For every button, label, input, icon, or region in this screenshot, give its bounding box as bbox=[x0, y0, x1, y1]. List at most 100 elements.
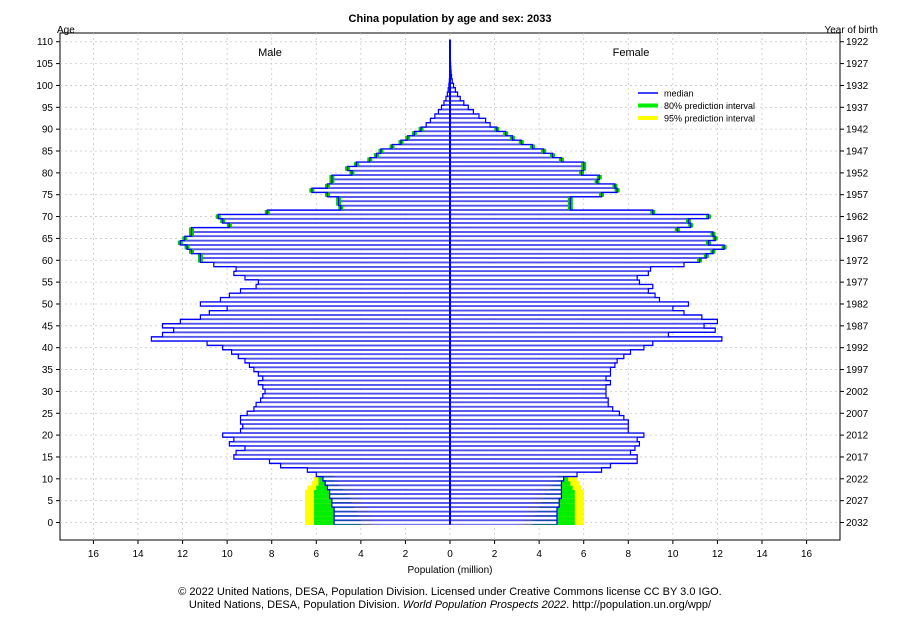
female-bar-86 bbox=[449, 144, 533, 149]
x-tick-label: 16 bbox=[801, 549, 813, 560]
female-bar-23 bbox=[449, 419, 629, 425]
female-bar-24 bbox=[449, 415, 625, 420]
male-bar-10 bbox=[322, 476, 451, 481]
age-tick-label: 110 bbox=[37, 37, 53, 48]
x-tick-label: 8 bbox=[626, 549, 632, 560]
female-bar-51 bbox=[449, 297, 660, 302]
female-bar-73 bbox=[449, 201, 571, 206]
male-bar-75 bbox=[327, 192, 451, 197]
female-bar-16 bbox=[449, 450, 631, 455]
male-bar-60 bbox=[200, 258, 451, 263]
female-bar-36 bbox=[449, 363, 616, 368]
age-tick-label: 75 bbox=[42, 190, 54, 201]
birth-year-label: 2002 bbox=[846, 387, 869, 398]
female-bar-88 bbox=[449, 135, 513, 140]
birth-year-label: 1937 bbox=[846, 103, 869, 114]
female-bar-62 bbox=[449, 249, 714, 254]
female-bar-61 bbox=[449, 253, 707, 258]
female-bar-22 bbox=[449, 424, 629, 429]
male-bar-1 bbox=[333, 516, 451, 521]
x-tick-label: 4 bbox=[358, 549, 364, 560]
male-bar-5 bbox=[331, 498, 451, 503]
male-bar-12 bbox=[307, 468, 451, 473]
male-bar-21 bbox=[240, 428, 451, 433]
male-bar-37 bbox=[244, 358, 451, 363]
x-tick-label: 14 bbox=[132, 549, 144, 560]
chart-title: China population by age and sex: 2033 bbox=[349, 13, 552, 25]
female-bar-1 bbox=[449, 516, 558, 521]
female-bar-53 bbox=[449, 288, 649, 293]
female-bar-93 bbox=[449, 113, 480, 119]
female-bar-0 bbox=[449, 520, 558, 525]
male-bar-3 bbox=[333, 507, 451, 512]
female-bar-80 bbox=[449, 170, 582, 175]
female-bar-90 bbox=[449, 127, 498, 132]
female-bar-19 bbox=[449, 437, 638, 442]
male-bar-25 bbox=[246, 411, 451, 416]
female-bar-98 bbox=[449, 92, 458, 97]
birth-year-label: 2007 bbox=[846, 409, 869, 420]
y-axis-label-age: Age bbox=[57, 25, 75, 36]
male-bar-28 bbox=[260, 398, 451, 403]
female-bar-69 bbox=[449, 218, 689, 223]
female-bar-30 bbox=[449, 389, 607, 394]
female-bar-17 bbox=[449, 446, 636, 451]
age-tick-label: 105 bbox=[36, 59, 53, 70]
male-bar-38 bbox=[237, 354, 451, 359]
female-bar-20 bbox=[449, 433, 645, 438]
male-bar-68 bbox=[229, 223, 451, 228]
male-bar-77 bbox=[327, 183, 451, 189]
x-axis-label: Population (million) bbox=[407, 565, 492, 576]
male-bar-80 bbox=[351, 170, 451, 175]
male-bar-7 bbox=[329, 489, 451, 494]
male-bar-46 bbox=[179, 319, 451, 324]
age-tick-label: 15 bbox=[42, 452, 54, 463]
male-bar-13 bbox=[280, 463, 451, 468]
male-bar-82 bbox=[356, 162, 451, 167]
male-bar-30 bbox=[264, 389, 451, 394]
male-bar-47 bbox=[200, 315, 451, 320]
female-bar-11 bbox=[449, 472, 578, 477]
male-bar-32 bbox=[257, 380, 451, 385]
female-bar-21 bbox=[449, 428, 629, 433]
female-bar-66 bbox=[449, 231, 714, 237]
male-bar-63 bbox=[186, 245, 451, 250]
female-bar-37 bbox=[449, 358, 618, 363]
female-bar-38 bbox=[449, 354, 625, 359]
female-bar-75 bbox=[449, 192, 602, 197]
copyright-text: © 2022 United Nations, DESA, Population … bbox=[178, 586, 722, 598]
female-bar-32 bbox=[449, 380, 611, 385]
age-tick-label: 50 bbox=[42, 299, 54, 310]
male-bar-54 bbox=[255, 284, 451, 289]
female-bar-25 bbox=[449, 411, 620, 416]
male-bar-29 bbox=[262, 393, 451, 398]
female-bar-50 bbox=[449, 301, 689, 307]
birth-year-label: 1962 bbox=[846, 212, 869, 223]
male-bar-31 bbox=[262, 384, 451, 390]
female-bar-85 bbox=[449, 148, 544, 154]
female-bar-78 bbox=[449, 179, 598, 184]
birth-year-label: 1992 bbox=[846, 343, 869, 354]
birth-year-label: 1967 bbox=[846, 234, 869, 245]
male-bar-86 bbox=[391, 144, 451, 149]
female-bar-46 bbox=[449, 319, 718, 324]
male-bar-67 bbox=[191, 227, 451, 232]
source-title: World Population Prospects 2022 bbox=[402, 599, 567, 611]
male-bar-40 bbox=[222, 345, 451, 350]
male-bar-59 bbox=[213, 262, 451, 267]
age-tick-label: 85 bbox=[42, 147, 54, 158]
female-bar-58 bbox=[449, 266, 651, 272]
male-bar-43 bbox=[162, 332, 451, 337]
male-bar-48 bbox=[208, 310, 451, 315]
male-bar-78 bbox=[331, 179, 451, 184]
legend-label: 80% prediction interval bbox=[664, 101, 755, 111]
male-bar-55 bbox=[257, 280, 451, 285]
male-bar-33 bbox=[262, 376, 451, 381]
female-bar-52 bbox=[449, 293, 656, 298]
female-bar-43 bbox=[449, 332, 669, 337]
male-bar-91 bbox=[425, 122, 451, 127]
male-bar-17 bbox=[244, 446, 451, 451]
age-tick-label: 35 bbox=[42, 365, 54, 376]
birth-year-label: 1952 bbox=[846, 168, 869, 179]
age-tick-label: 30 bbox=[42, 387, 54, 398]
